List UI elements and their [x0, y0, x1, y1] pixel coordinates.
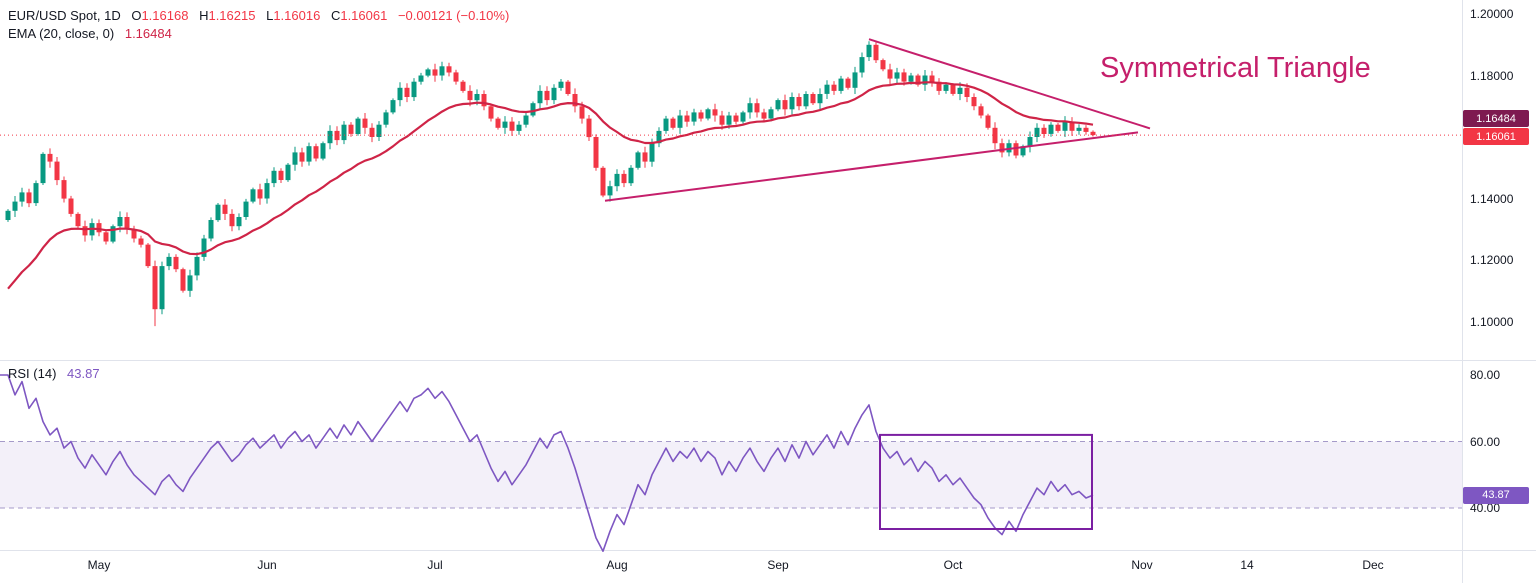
time-tick-label: Aug: [606, 558, 628, 572]
open-label: O1.16168: [131, 8, 189, 23]
high-label: H1.16215: [199, 8, 256, 23]
rsi-band: [0, 441, 1462, 508]
time-tick-label: Dec: [1362, 558, 1384, 572]
candlestick-series: [5, 41, 1096, 327]
low-label: L1.16016: [266, 8, 321, 23]
close-value: 1.16061: [340, 8, 388, 23]
time-tick-label: May: [87, 558, 111, 572]
ema-legend: EMA (20, close, 0) 1.16484: [8, 26, 172, 41]
triangle-upper-trendline[interactable]: [868, 38, 1151, 130]
rsi-tick-label: 40.00: [1470, 501, 1501, 515]
last-price-badge: 1.16061: [1463, 128, 1529, 146]
price-tick-label: 1.20000: [1470, 7, 1514, 21]
rsi-value-badge: 43.87: [1463, 486, 1529, 504]
ema-line: [7, 81, 1094, 290]
symmetrical-triangle-annotation[interactable]: Symmetrical Triangle: [1100, 52, 1371, 84]
rsi-highlight-box[interactable]: [879, 433, 1093, 530]
symbol-legend: EUR/USD Spot, 1D O1.16168 H1.16215 L1.16…: [8, 8, 509, 23]
rsi-value: 43.87: [67, 366, 100, 381]
high-value: 1.16215: [208, 8, 256, 23]
time-tick-label: Jul: [427, 558, 443, 572]
close-label: C1.16061: [330, 8, 388, 23]
ema-value: 1.16484: [124, 26, 172, 41]
low-value: 1.16016: [273, 8, 321, 23]
time-tick-label: Jun: [257, 558, 277, 572]
time-tick-label: Oct: [943, 558, 963, 572]
rsi-title: RSI (14): [8, 366, 57, 381]
symbol-title: EUR/USD Spot, 1D: [8, 8, 121, 23]
price-tick-label: 1.10000: [1470, 314, 1514, 329]
triangle-lower-trendline[interactable]: [604, 131, 1139, 202]
ema-title: EMA (20, close, 0): [8, 26, 115, 41]
change-value: −0.00121 (−0.10%): [397, 8, 510, 23]
price-tick-label: 1.18000: [1470, 68, 1514, 83]
price-tick-label: 1.12000: [1470, 253, 1514, 267]
price-tick-label: 1.14000: [1470, 191, 1514, 206]
rsi-line: [0, 374, 1094, 553]
time-tick-label: Sep: [767, 558, 789, 572]
rsi-legend: RSI (14) 43.87: [8, 366, 100, 381]
rsi-tick-label: 80.00: [1470, 368, 1501, 382]
time-tick-label: 14: [1240, 558, 1254, 572]
time-tick-label: Nov: [1131, 558, 1153, 572]
open-value: 1.16168: [141, 8, 189, 23]
rsi-tick-label: 60.00: [1470, 434, 1501, 449]
ema-price-badge: 1.16484: [1463, 110, 1529, 128]
